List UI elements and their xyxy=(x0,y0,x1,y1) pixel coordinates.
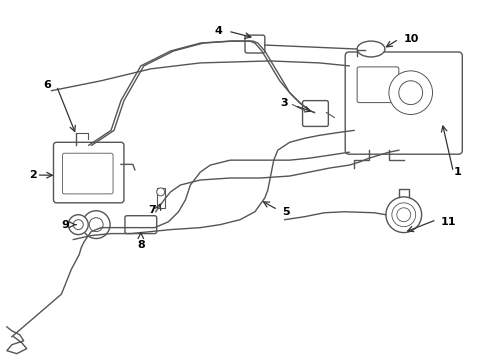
Text: 6: 6 xyxy=(44,80,51,90)
Text: 4: 4 xyxy=(214,26,222,36)
Text: 10: 10 xyxy=(404,34,419,44)
Circle shape xyxy=(89,218,103,231)
Bar xyxy=(157,188,165,208)
FancyBboxPatch shape xyxy=(302,100,328,126)
Text: 9: 9 xyxy=(61,220,70,230)
Circle shape xyxy=(392,203,416,227)
Text: 11: 11 xyxy=(441,217,456,227)
Text: 1: 1 xyxy=(453,167,461,177)
Circle shape xyxy=(386,197,421,233)
Circle shape xyxy=(157,188,165,196)
Circle shape xyxy=(69,215,88,235)
Circle shape xyxy=(399,81,422,105)
Text: 7: 7 xyxy=(148,205,156,215)
FancyBboxPatch shape xyxy=(245,35,265,53)
FancyBboxPatch shape xyxy=(345,52,462,154)
Text: 2: 2 xyxy=(29,170,37,180)
Text: 3: 3 xyxy=(280,98,288,108)
FancyBboxPatch shape xyxy=(53,142,124,203)
Ellipse shape xyxy=(357,41,385,57)
Circle shape xyxy=(74,220,83,230)
Text: 8: 8 xyxy=(137,239,145,249)
Circle shape xyxy=(397,208,411,222)
Circle shape xyxy=(82,211,110,239)
FancyBboxPatch shape xyxy=(357,67,399,103)
FancyBboxPatch shape xyxy=(125,216,157,234)
Text: 5: 5 xyxy=(282,207,289,217)
Circle shape xyxy=(389,71,433,114)
FancyBboxPatch shape xyxy=(62,153,113,194)
